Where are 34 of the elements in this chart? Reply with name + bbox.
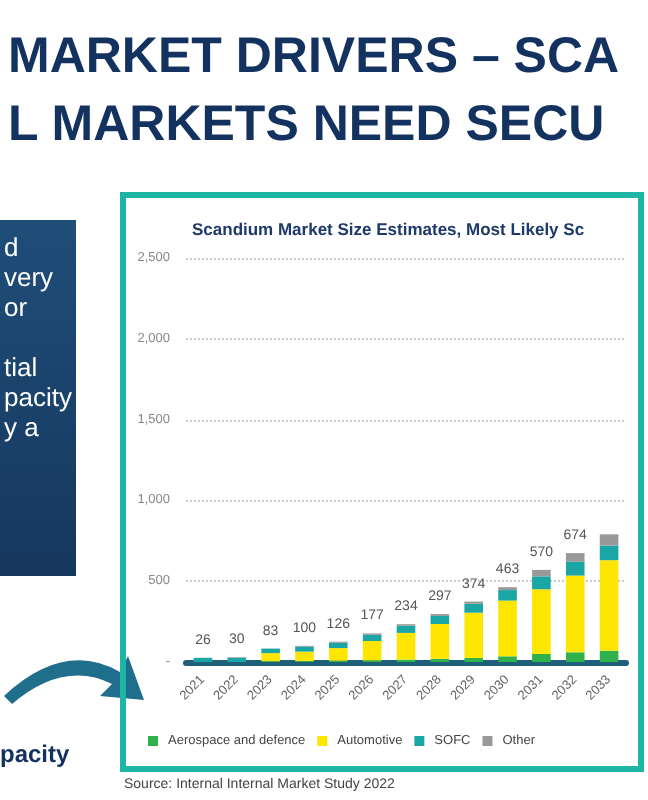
bar — [532, 589, 551, 654]
bar — [295, 646, 314, 652]
text: L MARKETS NEED SECU — [8, 96, 605, 154]
bar — [532, 576, 551, 590]
bar — [396, 632, 416, 660]
bar — [464, 603, 483, 613]
bar — [532, 569, 551, 577]
text: pacity — [0, 740, 70, 768]
chart-title: Scandium Market Size Estimates, Most Likely Sc — [192, 219, 585, 239]
bar — [430, 624, 450, 659]
text: MARKET DRIVERS – SCA — [8, 28, 620, 86]
bar — [599, 545, 619, 561]
bar — [565, 561, 585, 576]
text: d very or tial pacity y a — [0, 220, 76, 576]
bar — [329, 648, 348, 661]
bar — [599, 534, 619, 546]
bar — [498, 656, 517, 662]
bar — [464, 612, 483, 658]
bar — [599, 650, 619, 662]
bar — [362, 634, 382, 641]
bar — [565, 575, 585, 653]
bar — [498, 600, 517, 657]
bar — [565, 652, 585, 662]
bar — [430, 615, 450, 625]
bar — [362, 640, 382, 661]
bar — [498, 590, 517, 601]
bar — [329, 642, 348, 649]
bar — [295, 651, 314, 662]
bar — [599, 560, 619, 651]
bar — [261, 653, 280, 662]
bar — [396, 625, 416, 633]
bar — [261, 648, 280, 654]
bar — [565, 553, 585, 562]
bar — [532, 653, 551, 662]
